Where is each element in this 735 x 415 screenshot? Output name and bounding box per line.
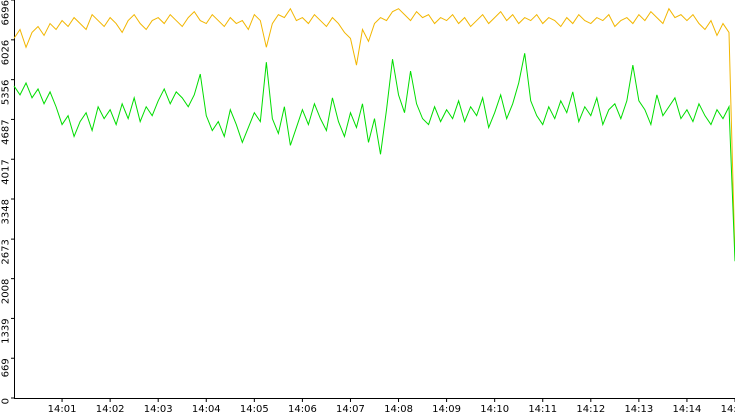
- x-tick-label: 14:02: [96, 404, 125, 415]
- x-tick-label: 14:15: [721, 404, 735, 415]
- x-tick-label: 14:13: [624, 404, 653, 415]
- y-tick-label: 4687: [0, 119, 11, 144]
- x-tick-label: 14:06: [288, 404, 317, 415]
- y-tick-label: 6026: [0, 40, 11, 65]
- x-tick-label: 14:03: [144, 404, 173, 415]
- x-tick-label: 14:04: [192, 404, 221, 415]
- x-tick-label: 14:09: [432, 404, 461, 415]
- x-tick-label: 14:11: [528, 404, 557, 415]
- series-line: [13, 7, 735, 259]
- x-tick-label: 14:07: [336, 404, 365, 415]
- x-tick-label: 14:14: [673, 404, 702, 415]
- y-tick-label: 4017: [0, 159, 11, 184]
- y-tick-label: 2008: [0, 279, 11, 304]
- y-tick-label: 5356: [0, 80, 11, 105]
- y-tick-label: 2673: [0, 239, 11, 264]
- y-tick-label: 0: [0, 398, 11, 404]
- x-tick-label: 14:05: [240, 404, 269, 415]
- x-tick-label: 14:01: [48, 404, 77, 415]
- y-tick-label: 669: [0, 358, 11, 377]
- x-tick-label: 14:08: [384, 404, 413, 415]
- y-tick-label: 6696: [0, 0, 11, 25]
- series-line: [13, 53, 735, 262]
- y-tick-label: 3348: [0, 199, 11, 224]
- x-tick-label: 14:12: [576, 404, 605, 415]
- y-tick-label: 1339: [0, 318, 11, 343]
- x-tick-label: 14:10: [480, 404, 509, 415]
